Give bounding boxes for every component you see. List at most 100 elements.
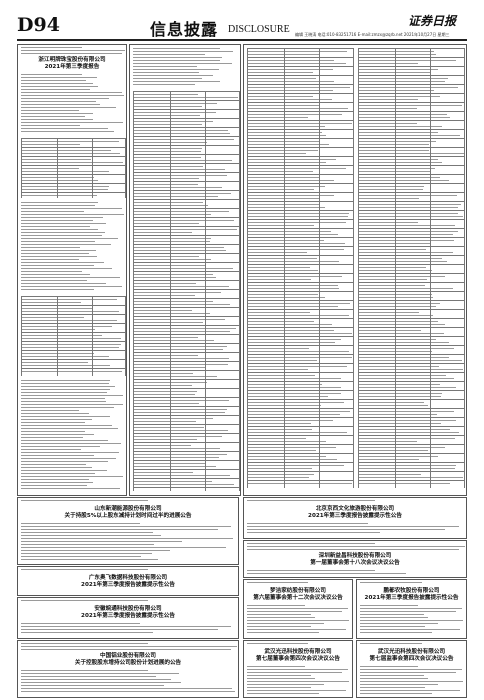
- text-line: [133, 355, 199, 357]
- text-line: [21, 305, 120, 307]
- text-line: [247, 546, 465, 548]
- table-rule: [247, 426, 353, 427]
- text-line: [21, 311, 119, 313]
- table-rule: [133, 397, 239, 398]
- text-line: [133, 475, 231, 477]
- report-column: [243, 44, 467, 496]
- text-line: [247, 99, 332, 101]
- table-rule: [133, 235, 239, 236]
- text-line: [358, 192, 421, 194]
- text-line: [247, 474, 315, 476]
- table-rule: [358, 381, 464, 382]
- text-line: [247, 84, 309, 86]
- text-line: [247, 111, 341, 113]
- text-line: [247, 456, 327, 458]
- text-line: [21, 332, 82, 334]
- table-rule: [133, 424, 239, 425]
- text-line: [247, 477, 310, 479]
- text-line: [247, 526, 459, 528]
- notice: 山东新潮能源股份有限公司 关于持股5%以上股东减持计划时间过半的进展公告: [17, 497, 239, 565]
- text-line: [21, 398, 106, 400]
- table-rule: [358, 48, 359, 488]
- text-line: [21, 446, 100, 448]
- text-line: [247, 605, 305, 607]
- text-line: [21, 217, 104, 219]
- notice-company: 鹏都农牧股份有限公司: [383, 588, 440, 594]
- text-line: [21, 362, 88, 364]
- table-rule: [358, 363, 464, 364]
- text-line: [133, 57, 222, 59]
- text-line: [358, 414, 437, 416]
- text-line: [133, 457, 220, 459]
- notice-company: 浙江明牌珠宝股份有限公司: [38, 57, 106, 63]
- notice: 武汉光迅科技股份有限公司 第七届董事会第四次会议决议公告: [243, 640, 353, 698]
- text-line: [247, 180, 334, 182]
- text-line: [21, 649, 231, 651]
- text-line: [133, 193, 231, 195]
- table-rule: [21, 138, 125, 139]
- text-line: [133, 319, 225, 321]
- text-line: [21, 250, 96, 252]
- text-line: [358, 87, 459, 89]
- table-rule: [133, 253, 239, 254]
- text-line: [133, 91, 234, 93]
- text-line: [358, 345, 450, 347]
- text-line: [247, 363, 308, 365]
- text-line: [21, 538, 233, 540]
- text-line: [133, 78, 202, 80]
- text-line: [21, 241, 96, 243]
- table-rule: [247, 147, 353, 148]
- text-line: [133, 301, 214, 303]
- table-rule: [21, 147, 125, 148]
- table-rule: [247, 174, 353, 175]
- table-rule: [395, 48, 396, 488]
- text-line: [358, 162, 442, 164]
- table-rule: [247, 48, 248, 488]
- text-line: [247, 366, 348, 368]
- table-rule: [170, 91, 171, 491]
- notice-company: 安徽皖通科技股份有限公司: [94, 606, 162, 612]
- text-line: [21, 214, 125, 216]
- text-line: [247, 669, 348, 671]
- text-line: [247, 300, 342, 302]
- table-rule: [247, 381, 353, 382]
- notice-title: 关于控股股东增持公司股份计划进展的公告: [74, 660, 182, 666]
- text-line: [133, 112, 216, 114]
- text-line: [133, 460, 233, 462]
- table-rule: [358, 57, 464, 58]
- table-rule: [21, 305, 125, 306]
- text-line: [358, 348, 455, 350]
- text-line: [133, 478, 235, 480]
- notice: 广东奥飞数据科技股份有限公司 2021年第三季度报告披露提示性公告: [17, 566, 239, 596]
- text-line: [21, 434, 94, 436]
- table-rule: [247, 309, 353, 310]
- text-line: [21, 299, 118, 301]
- table-rule: [133, 442, 239, 443]
- text-line: [133, 202, 203, 204]
- text-line: [247, 351, 349, 353]
- table-rule: [133, 163, 239, 164]
- text-line: [247, 282, 334, 284]
- table-rule: [358, 462, 464, 463]
- text-line: [21, 359, 101, 361]
- text-line: [247, 582, 309, 584]
- table-rule: [91, 138, 93, 198]
- text-line: [21, 265, 94, 267]
- text-line: [133, 148, 203, 150]
- text-line: [21, 244, 111, 246]
- text-line: [247, 123, 352, 125]
- text-line: [247, 147, 309, 149]
- notice-company: 梦洁家纺股份有限公司: [270, 588, 326, 594]
- text-line: [133, 238, 212, 240]
- text-line: [247, 297, 326, 299]
- text-line: [247, 126, 326, 128]
- text-line: [21, 410, 79, 412]
- text-line: [247, 312, 311, 314]
- table-rule: [21, 165, 125, 166]
- text-line: [247, 237, 324, 239]
- text-line: [358, 444, 423, 446]
- text-line: [358, 453, 427, 455]
- text-line: [247, 303, 351, 305]
- text-line: [133, 400, 229, 402]
- text-line: [358, 99, 419, 101]
